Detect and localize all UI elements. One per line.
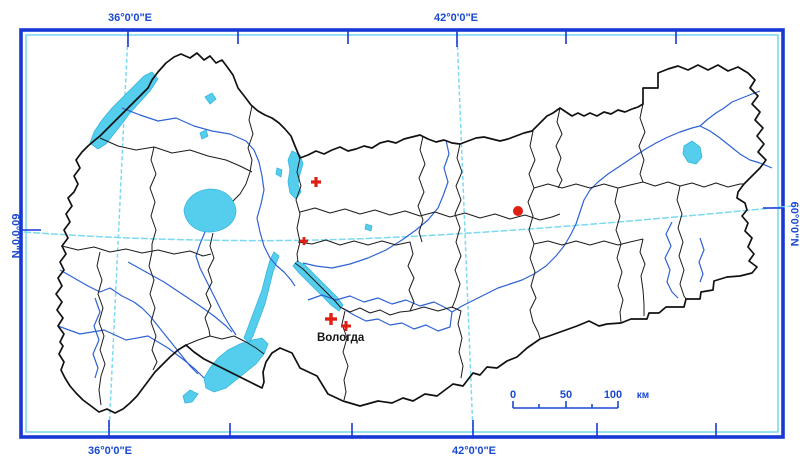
lake-beloye bbox=[183, 188, 237, 233]
river-kubena bbox=[302, 139, 450, 269]
river-yug-branch bbox=[698, 237, 705, 283]
grat-label-top-right: 42°0'0"E bbox=[434, 12, 478, 24]
grat-label-bottom-right: 42°0'0"E bbox=[452, 445, 496, 457]
meridian-42e bbox=[456, 32, 474, 434]
rivers bbox=[57, 90, 773, 379]
lake-kubenskoye bbox=[292, 260, 344, 312]
river-yug bbox=[664, 221, 679, 299]
lake-ne-small bbox=[682, 140, 703, 165]
river-mologa bbox=[57, 325, 205, 379]
lake-onega bbox=[89, 71, 159, 150]
red-cross-marker bbox=[341, 321, 351, 331]
rybinsk-reservoir bbox=[203, 337, 269, 393]
scale-bar: 0 50 100 км bbox=[510, 389, 649, 409]
lakes bbox=[89, 71, 703, 404]
river-suda bbox=[59, 269, 199, 375]
lake-tiny-2 bbox=[199, 129, 209, 140]
lake-small bbox=[275, 167, 283, 178]
scale-label-100: 100 bbox=[604, 389, 622, 401]
grat-label-bottom-left: 36°0'0"E bbox=[88, 445, 132, 457]
boundary-through-kubenskoye bbox=[294, 262, 342, 309]
reservoir-patch bbox=[182, 389, 199, 404]
graticule-ticks bbox=[22, 31, 784, 436]
settlement-markers bbox=[300, 177, 523, 331]
district-boundaries bbox=[61, 103, 744, 406]
river-sheksna bbox=[195, 231, 237, 336]
scale-label-0: 0 bbox=[510, 389, 516, 401]
boundary-through-reservoir bbox=[185, 335, 265, 355]
sheksna-arm bbox=[243, 251, 280, 344]
parallel-60n bbox=[23, 205, 793, 242]
river-sw-1 bbox=[92, 297, 101, 379]
red-cross-marker bbox=[300, 237, 308, 245]
scale-label-50: 50 bbox=[560, 389, 572, 401]
grat-label-top-left: 36°0'0"E bbox=[108, 12, 152, 24]
red-cross-marker bbox=[311, 177, 321, 187]
scale-unit-label: км bbox=[637, 390, 649, 401]
river-vytegra bbox=[121, 107, 296, 287]
city-label-vologda: Вологда bbox=[317, 332, 365, 344]
meridian-36e bbox=[108, 32, 129, 434]
lake-tiny-3 bbox=[364, 223, 373, 232]
red-cross-marker bbox=[325, 313, 337, 325]
graticule-labels: 36°0'0"E 42°0'0"E 36°0'0"E 42°0'0"E 60°0… bbox=[9, 12, 800, 457]
map-frame bbox=[19, 28, 785, 439]
river-ne bbox=[699, 90, 761, 127]
lake-tiny-1 bbox=[204, 92, 217, 105]
oblast-boundary bbox=[55, 52, 767, 414]
grat-label-right: 60°0'0"N bbox=[788, 202, 800, 247]
red-dot-marker bbox=[513, 206, 523, 216]
grat-label-left: 60°0'0"N bbox=[9, 214, 21, 259]
river-sw-2 bbox=[127, 261, 233, 333]
